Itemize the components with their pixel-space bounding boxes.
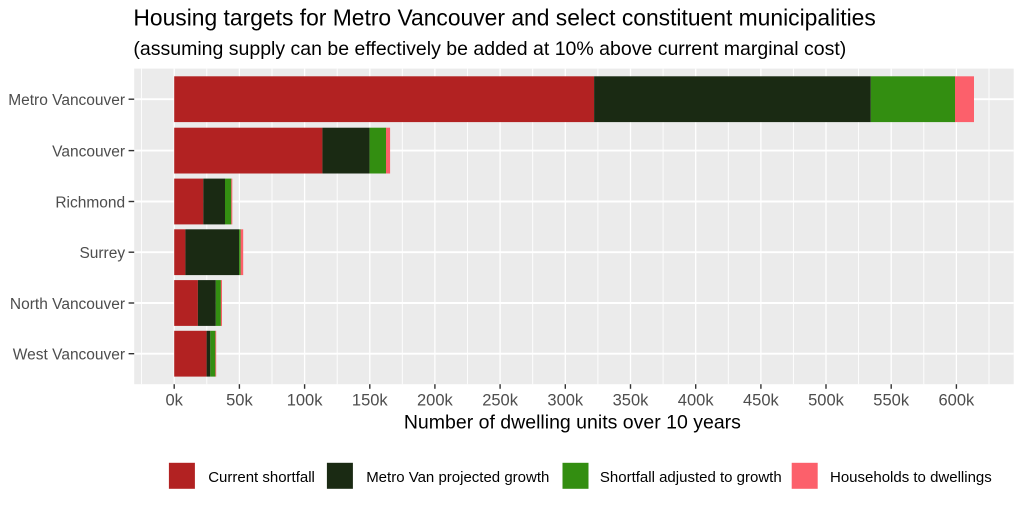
svg-text:450k: 450k bbox=[743, 392, 780, 410]
svg-text:550k: 550k bbox=[873, 392, 910, 410]
svg-text:350k: 350k bbox=[613, 392, 650, 410]
svg-text:250k: 250k bbox=[482, 392, 519, 410]
svg-text:600k: 600k bbox=[939, 392, 976, 410]
svg-text:200k: 200k bbox=[417, 392, 454, 410]
svg-text:(assuming supply can be effect: (assuming supply can be effectively be a… bbox=[133, 38, 846, 60]
svg-text:300k: 300k bbox=[547, 392, 584, 410]
svg-text:Shortfall adjusted to growth: Shortfall adjusted to growth bbox=[600, 469, 782, 486]
svg-text:Metro Vancouver: Metro Vancouver bbox=[8, 92, 125, 109]
svg-text:50k: 50k bbox=[226, 392, 253, 410]
svg-text:150k: 150k bbox=[352, 392, 389, 410]
svg-text:Current shortfall: Current shortfall bbox=[208, 469, 315, 486]
svg-text:North Vancouver: North Vancouver bbox=[10, 296, 125, 313]
svg-text:400k: 400k bbox=[678, 392, 715, 410]
svg-text:100k: 100k bbox=[287, 392, 324, 410]
svg-text:Surrey: Surrey bbox=[79, 245, 125, 262]
svg-text:Vancouver: Vancouver bbox=[52, 144, 125, 161]
svg-text:Housing targets for Metro Vanc: Housing targets for Metro Vancouver and … bbox=[133, 4, 875, 30]
svg-text:Number of dwelling units over: Number of dwelling units over 10 years bbox=[404, 412, 741, 434]
svg-text:Richmond: Richmond bbox=[55, 195, 125, 212]
svg-text:500k: 500k bbox=[808, 392, 845, 410]
svg-text:0k: 0k bbox=[165, 392, 183, 410]
svg-text:West Vancouver: West Vancouver bbox=[13, 347, 125, 364]
svg-text:Households to dwellings: Households to dwellings bbox=[830, 469, 992, 486]
svg-text:Metro Van projected growth: Metro Van projected growth bbox=[366, 469, 549, 486]
